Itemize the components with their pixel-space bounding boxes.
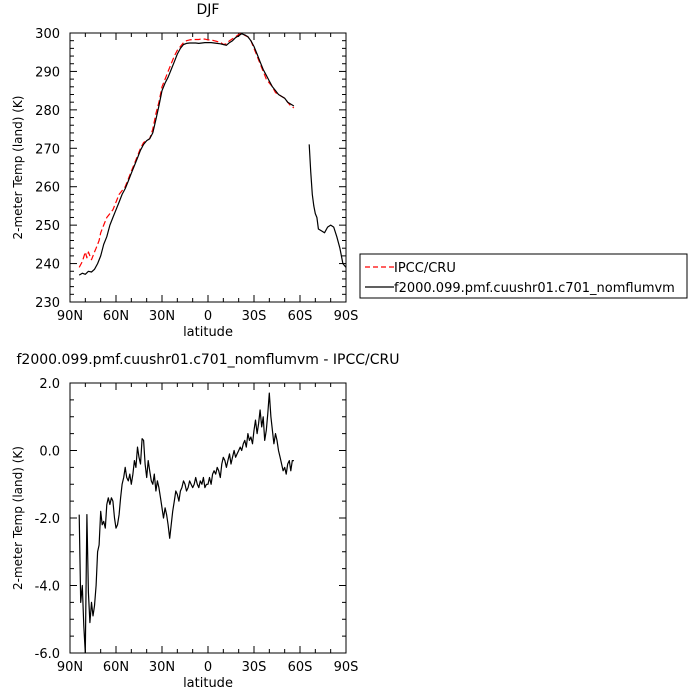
x-tick-label: 30S [242, 660, 267, 675]
legend-box [359, 253, 688, 299]
legend: IPCC/CRU f2000.099.pmf.cuushr01.c701_nomf… [359, 253, 688, 299]
x-tick-label: 90N [57, 660, 83, 675]
legend-label: f2000.099.pmf.cuushr01.c701_nomflumvm [394, 281, 675, 296]
plot-frame [69, 382, 347, 654]
y-tick-label: 260 [35, 181, 60, 196]
series-line-ipcc-cru [78, 33, 295, 268]
y-tick-label: 230 [35, 296, 60, 311]
x-tick-label: 60S [288, 309, 313, 324]
x-tick-label: 60S [288, 660, 313, 675]
y-tick-label: 280 [35, 104, 60, 119]
y-tick-label: 270 [35, 142, 60, 157]
x-tick-label: 0 [204, 660, 212, 675]
x-axis-label: latitude [183, 325, 233, 340]
plot-frame [69, 32, 347, 303]
series-line-f2000-099-pmf-cuushr01-c701-nomflumvm [78, 33, 295, 276]
y-tick-label: -2.0 [35, 512, 60, 527]
y-tick-label: 2.0 [39, 377, 60, 392]
x-tick-label: 30S [242, 309, 267, 324]
y-tick-label: -4.0 [35, 580, 60, 595]
chart-panel-1: DJF 90N 60N 30N 0 30S 60S 90S 230 240 250 260 270 280… [11, 2, 688, 340]
y-tick-label: 0.0 [39, 445, 60, 460]
chart-panel-2: f2000.099.pmf.cuushr01.c701_nomflumvm - … [11, 352, 399, 691]
x-tick-label: 30N [149, 309, 175, 324]
x-tick-label: 90S [334, 660, 359, 675]
y-axis-label: 2-meter Temp (land) (K) [11, 446, 25, 590]
chart-title: f2000.099.pmf.cuushr01.c701_nomflumvm - … [17, 352, 400, 368]
x-tick-label: 60N [103, 660, 129, 675]
x-tick-label: 30N [149, 660, 175, 675]
x-tick-label: 90S [334, 309, 359, 324]
y-tick-label: 250 [35, 219, 60, 234]
x-tick-label: 0 [204, 309, 212, 324]
chart-title: DJF [197, 2, 220, 18]
x-axis-label: latitude [183, 676, 233, 691]
legend-label: IPCC/CRU [394, 261, 456, 276]
y-axis-label: 2-meter Temp (land) (K) [11, 96, 25, 240]
y-tick-label: -6.0 [35, 647, 60, 662]
series-line-f2000-099-pmf-cuushr01-c701-nomflumvm [308, 144, 346, 268]
y-tick-label: 300 [35, 27, 60, 42]
y-tick-label: 290 [35, 65, 60, 80]
x-tick-label: 60N [103, 309, 129, 324]
y-tick-label: 240 [35, 258, 60, 273]
series-line-difference [78, 392, 294, 653]
x-tick-label: 90N [57, 309, 83, 324]
